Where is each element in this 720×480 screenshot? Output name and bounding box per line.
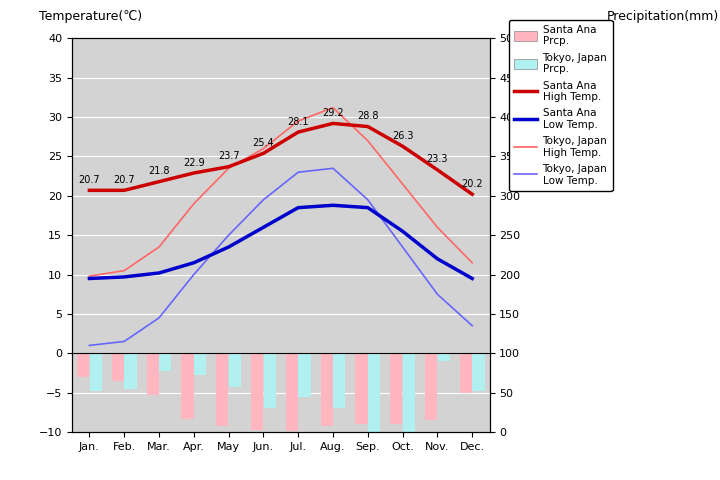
Bar [112,353,124,381]
Text: 28.1: 28.1 [287,117,309,127]
Bar [181,353,194,419]
Text: Precipitation(mm): Precipitation(mm) [606,10,719,23]
Text: 26.3: 26.3 [392,131,413,141]
Text: 20.7: 20.7 [113,175,135,185]
Bar [89,353,102,391]
Text: 20.7: 20.7 [78,175,100,185]
Bar [368,353,380,442]
Text: 25.4: 25.4 [253,138,274,148]
Text: 23.7: 23.7 [217,151,240,161]
Text: 21.8: 21.8 [148,166,170,176]
Bar [216,353,228,427]
Bar [194,353,206,375]
Bar [402,353,415,432]
Bar [159,353,171,371]
Bar [356,353,368,424]
Text: 23.3: 23.3 [427,155,448,164]
Bar [333,353,346,408]
Bar [125,353,137,389]
Bar [472,353,485,391]
Bar [286,353,298,431]
Bar [147,353,159,395]
Text: 22.9: 22.9 [183,157,204,168]
Legend: Santa Ana
Prcp., Tokyo, Japan
Prcp., Santa Ana
High Temp., Santa Ana
Low Temp., : Santa Ana Prcp., Tokyo, Japan Prcp., San… [509,20,613,191]
Bar [460,353,472,393]
Bar [229,353,241,387]
Text: 29.2: 29.2 [322,108,344,118]
Bar [77,353,89,377]
Text: 20.2: 20.2 [462,179,483,189]
Text: 28.8: 28.8 [357,111,379,121]
Bar [251,353,264,431]
Bar [298,353,310,396]
Bar [438,353,450,361]
Bar [425,353,437,420]
Bar [264,353,276,408]
Bar [320,353,333,427]
Text: Temperature(℃): Temperature(℃) [39,10,142,23]
Bar [390,353,402,424]
